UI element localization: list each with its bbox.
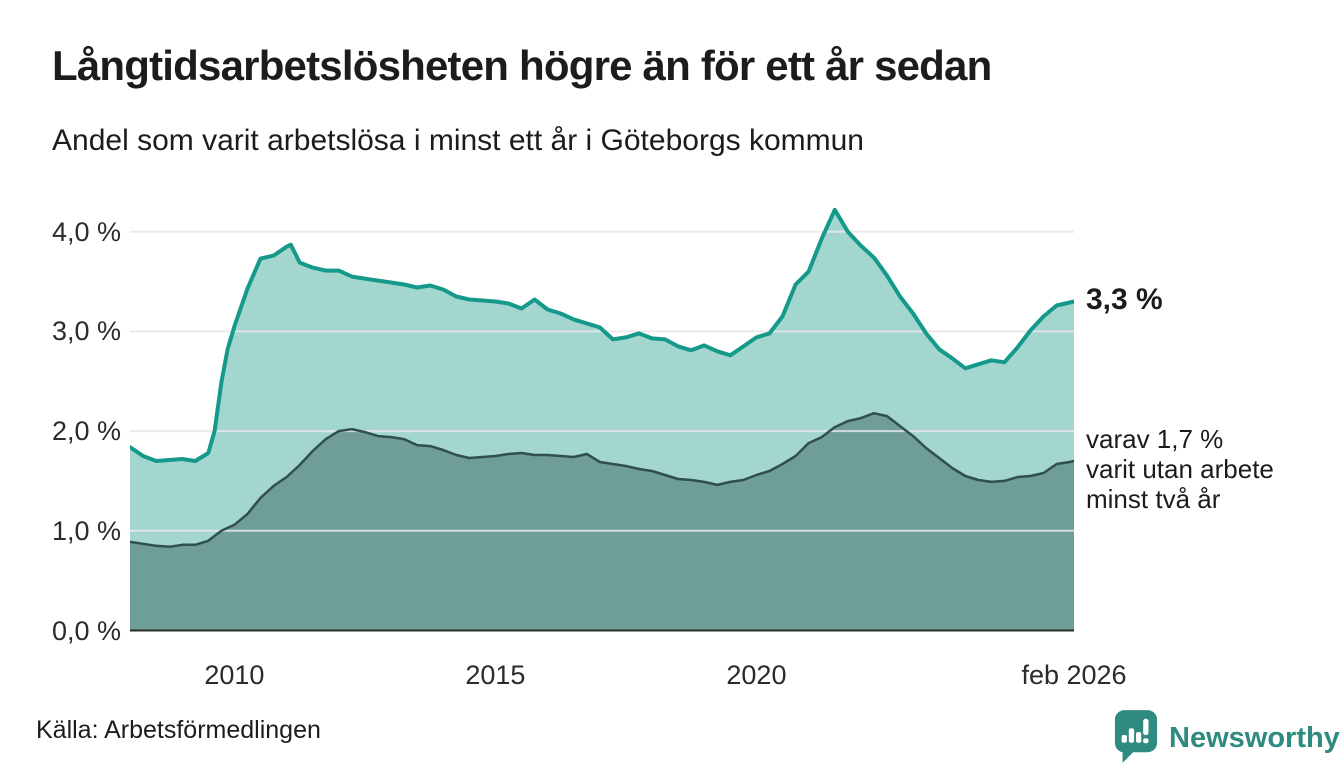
y-tick-label: 3,0 % bbox=[51, 316, 121, 347]
page-title: Långtidsarbetslösheten högre än för ett … bbox=[52, 42, 992, 89]
series-area-min-two-years bbox=[130, 413, 1074, 631]
secondary-annotation-line1: varav 1,7 % bbox=[1086, 424, 1224, 454]
newsworthy-bubble-chart-icon bbox=[1113, 708, 1159, 769]
y-tick-label: 2,0 % bbox=[51, 416, 121, 447]
secondary-series-annotation: varav 1,7 % varit utan arbete minst två … bbox=[1086, 424, 1274, 514]
x-tick-label: feb 2026 bbox=[1021, 660, 1127, 690]
secondary-annotation-line2: varit utan arbete bbox=[1086, 454, 1274, 484]
series-line-min-two-years bbox=[130, 411, 1074, 549]
y-tick-label: 0,0 % bbox=[51, 615, 121, 646]
plot-area bbox=[130, 207, 1074, 632]
newsworthy-logo[interactable]: Newsworthy bbox=[1113, 708, 1340, 769]
newsworthy-wordmark: Newsworthy bbox=[1169, 722, 1340, 754]
y-tick-label: 4,0 % bbox=[51, 216, 121, 247]
source-note: Källa: Arbetsförmedlingen bbox=[36, 716, 321, 744]
latest-value-label: 3,3 % bbox=[1086, 283, 1163, 316]
page-subtitle: Andel som varit arbetslösa i minst ett å… bbox=[52, 124, 864, 157]
x-tick-label: 2010 bbox=[204, 660, 265, 690]
x-tick-label: 2015 bbox=[465, 660, 526, 690]
x-tick-label: 2020 bbox=[726, 660, 787, 690]
y-tick-label: 1,0 % bbox=[51, 515, 121, 546]
series-line-min-one-year bbox=[130, 207, 1074, 463]
secondary-annotation-line3: minst två år bbox=[1086, 484, 1221, 514]
